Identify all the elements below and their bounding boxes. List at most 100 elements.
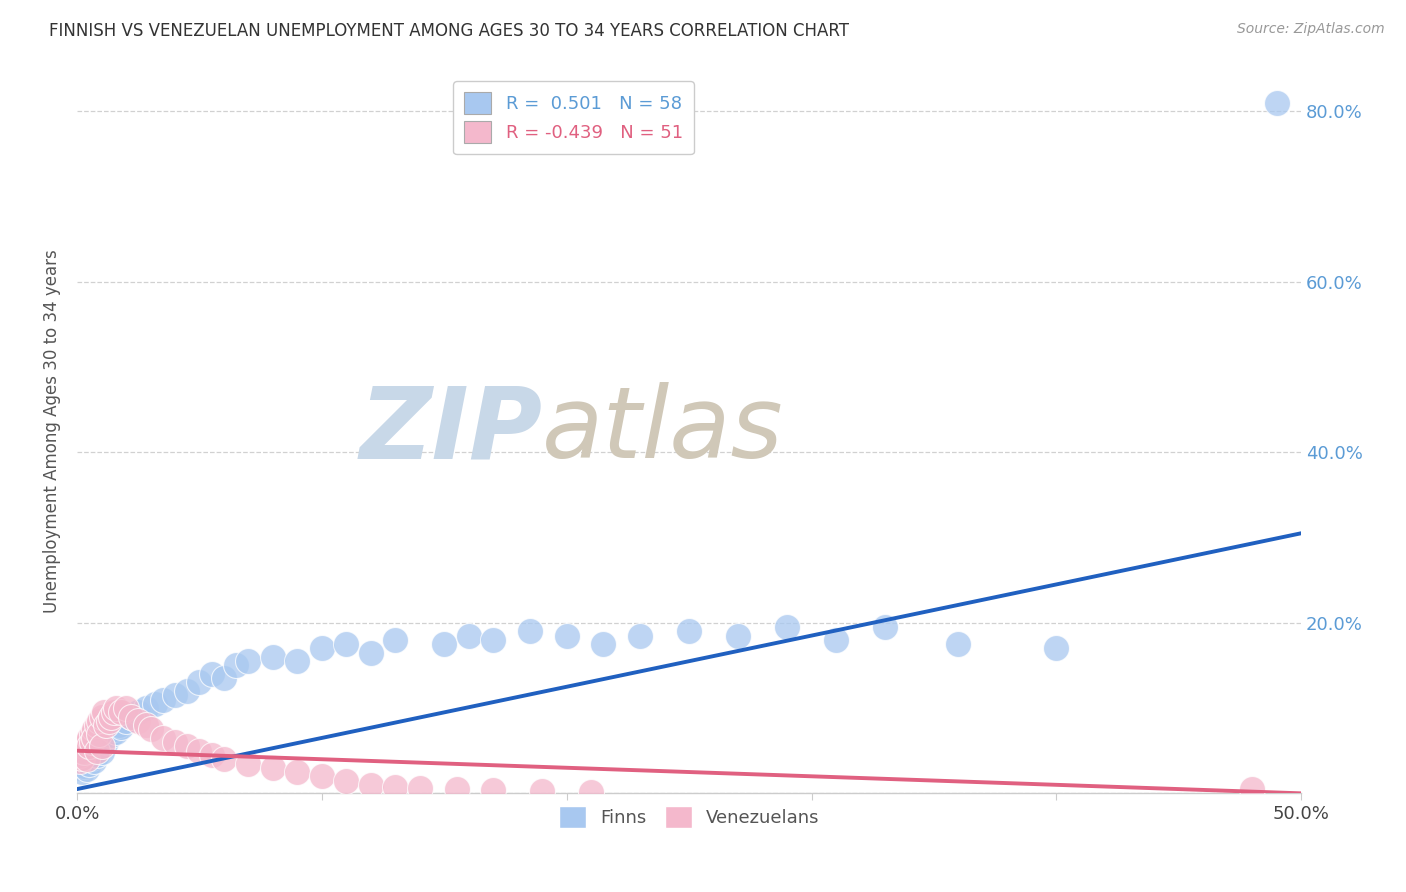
Venezuelans [135,718,157,732]
Finns [86,747,108,762]
Venezuelans [579,784,602,798]
Finns [948,637,970,651]
Finns [96,735,118,749]
Venezuelans [1241,782,1264,797]
Finns [592,637,614,651]
Venezuelans [76,735,98,749]
Finns [83,754,105,768]
Finns [86,739,108,754]
Venezuelans [335,773,357,788]
Venezuelans [83,723,105,737]
Venezuelans [262,761,284,775]
Finns [176,684,198,698]
Finns [1265,95,1288,110]
Venezuelans [127,714,149,728]
Venezuelans [311,769,333,783]
Venezuelans [446,782,468,797]
Venezuelans [384,780,406,794]
Finns [212,671,235,685]
Venezuelans [80,726,103,740]
Venezuelans [103,706,125,720]
Venezuelans [79,739,101,754]
Finns [97,726,120,740]
Y-axis label: Unemployment Among Ages 30 to 34 years: Unemployment Among Ages 30 to 34 years [44,249,60,613]
Venezuelans [115,701,138,715]
Finns [145,697,167,711]
Venezuelans [176,739,198,754]
Finns [873,620,896,634]
Finns [457,629,479,643]
Finns [519,624,541,639]
Finns [79,756,101,771]
Venezuelans [76,752,98,766]
Text: Source: ZipAtlas.com: Source: ZipAtlas.com [1237,22,1385,37]
Venezuelans [139,723,162,737]
Venezuelans [287,765,309,780]
Finns [79,747,101,762]
Venezuelans [90,739,112,754]
Finns [1045,641,1067,656]
Venezuelans [73,746,96,760]
Finns [628,629,651,643]
Venezuelans [100,709,122,723]
Finns [384,632,406,647]
Venezuelans [120,709,142,723]
Venezuelans [90,709,112,723]
Finns [90,746,112,760]
Venezuelans [96,718,118,732]
Finns [93,731,115,745]
Venezuelans [97,714,120,728]
Venezuelans [73,739,96,754]
Venezuelans [80,735,103,749]
Venezuelans [89,714,111,728]
Finns [555,629,578,643]
Finns [360,646,382,660]
Venezuelans [70,744,93,758]
Venezuelans [79,731,101,745]
Venezuelans [531,784,554,798]
Finns [335,637,357,651]
Finns [76,752,98,766]
Finns [311,641,333,656]
Venezuelans [201,747,224,762]
Venezuelans [70,750,93,764]
Venezuelans [110,706,132,720]
Venezuelans [69,747,91,762]
Finns [135,701,157,715]
Finns [238,654,260,668]
Venezuelans [93,706,115,720]
Finns [83,744,105,758]
Finns [127,706,149,720]
Venezuelans [86,744,108,758]
Finns [678,624,700,639]
Finns [76,763,98,777]
Finns [105,725,128,739]
Venezuelans [86,718,108,732]
Finns [163,688,186,702]
Finns [115,714,138,728]
Venezuelans [188,744,211,758]
Venezuelans [360,778,382,792]
Finns [201,667,224,681]
Venezuelans [89,726,111,740]
Finns [107,718,129,732]
Finns [727,629,749,643]
Venezuelans [409,781,432,796]
Finns [152,692,174,706]
Finns [90,739,112,754]
Finns [433,637,456,651]
Finns [89,735,111,749]
Finns [120,709,142,723]
Finns [73,754,96,768]
Legend: Finns, Venezuelans: Finns, Venezuelans [551,798,827,835]
Finns [188,675,211,690]
Finns [225,658,247,673]
Finns [825,632,848,647]
Text: FINNISH VS VENEZUELAN UNEMPLOYMENT AMONG AGES 30 TO 34 YEARS CORRELATION CHART: FINNISH VS VENEZUELAN UNEMPLOYMENT AMONG… [49,22,849,40]
Text: atlas: atlas [543,383,785,479]
Finns [80,750,103,764]
Venezuelans [105,701,128,715]
Finns [69,761,91,775]
Finns [776,620,799,634]
Finns [73,759,96,773]
